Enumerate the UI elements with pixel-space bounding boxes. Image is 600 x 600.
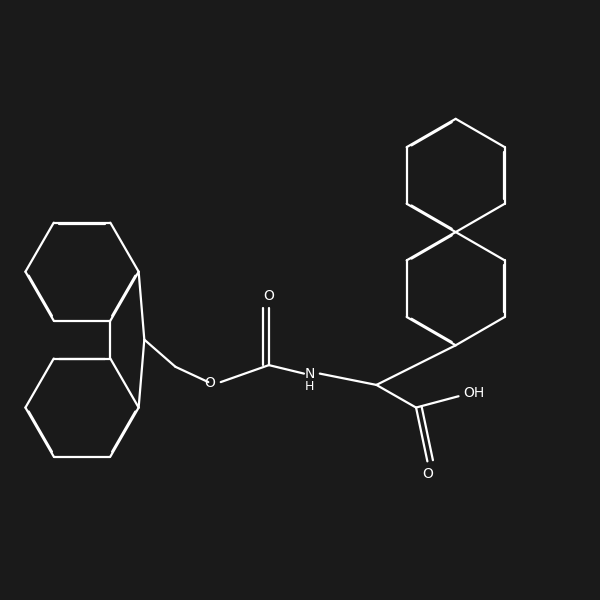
Text: H: H [305, 380, 314, 392]
Text: O: O [263, 289, 274, 303]
Text: O: O [204, 376, 215, 390]
Text: OH: OH [464, 386, 485, 400]
Text: N: N [304, 367, 315, 380]
Text: O: O [422, 467, 433, 481]
